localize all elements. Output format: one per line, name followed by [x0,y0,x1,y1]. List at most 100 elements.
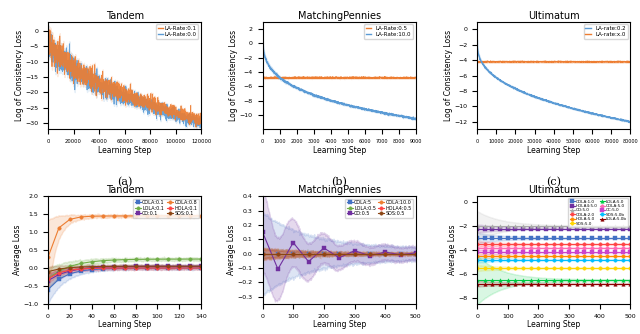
COLA:5.0 [596,246,604,250]
SOS:5.0 [504,266,511,270]
HOLA4:5.0 [488,226,496,230]
COLA:2.0 [565,242,573,246]
SOS:5.0 [542,266,550,270]
COLA:0.1 [154,266,161,270]
CO:5.0 [619,224,627,228]
LOLA:0.1 [121,258,129,262]
SOS:0.5 [397,252,404,256]
Line: COLA:10.0: COLA:10.0 [261,252,417,256]
HOLA4:5.0 [519,226,527,230]
COLA:0.1 [186,266,194,270]
LOLA:5.0 [573,278,580,282]
HOLA:0.1 [154,266,161,270]
COLA:5 [289,252,297,256]
Title: Ultimatum: Ultimatum [528,11,580,21]
LOLA:0.1 [110,258,118,262]
Line: COLA:0.8: COLA:0.8 [46,214,203,259]
HOLA4:0.5 [259,252,266,256]
CC:5.0 [573,250,580,255]
COLA:2.0 [488,242,496,246]
COLA:2.0 [580,242,588,246]
Line: CC:5.0: CC:5.0 [476,251,632,254]
COLA:0.1 [44,288,52,292]
CC:5.0 [488,250,496,255]
COLA:2.0 [557,242,565,246]
HOLA:5.0 [580,254,588,258]
COLA:1.0 [627,236,634,240]
CO:5.0 [534,224,542,228]
SOS:5.0 [557,266,565,270]
HOLA:0.1 [66,268,74,272]
COLA:1.0 [496,236,504,240]
CO:0.1 [110,265,118,269]
SOS:5.0 [580,266,588,270]
COLA:10.0 [259,252,266,256]
Legend: LA-Rate:0.5, LA-Rate:10.0: LA-Rate:0.5, LA-Rate:10.0 [364,24,413,39]
HOLA4:5.0 [534,226,542,230]
COLA:2.0 [596,242,604,246]
HOLA4:0.5 [351,252,358,256]
CC:5.0 [596,250,604,255]
HOLA4:5.0 [557,226,565,230]
LOLA:5.0 [481,278,489,282]
COLA:5 [351,252,358,256]
LOLA:5.0b [557,282,565,286]
SOS:0.5 [351,252,358,256]
Title: MatchingPennies: MatchingPennies [298,11,381,21]
SOS:5.0 [573,266,580,270]
COLA:5 [274,252,282,256]
COLA:5.0 [619,246,627,250]
COLA:0.1 [143,266,150,270]
X-axis label: Learning Step: Learning Step [527,146,580,155]
CO:0.1 [88,266,95,270]
HOLA4:5.0 [504,226,511,230]
CO:0.1 [186,264,194,268]
SOS:0.5 [259,252,266,256]
LOLA:0.1 [55,269,63,273]
COLA:5.0 [550,246,557,250]
HOLA:0.1 [77,267,84,271]
SOS:5.0b [580,258,588,262]
COLA:0.1 [110,267,118,271]
Line: COLA:1.0: COLA:1.0 [476,236,632,240]
COLA:2.0 [619,242,627,246]
COLA:5.0 [511,246,519,250]
COLA:10.0 [381,252,389,256]
LOLA:0.1 [164,257,172,261]
COLA:5.0 [534,246,542,250]
Line: LOLA:5.0b: LOLA:5.0b [476,282,632,285]
Y-axis label: Average Loss: Average Loss [227,225,236,275]
HOLA4:0.5 [335,252,343,256]
HOLA:5.0 [496,254,504,258]
LOLA:5.0b [504,282,511,286]
Line: COLA:5.0: COLA:5.0 [476,246,632,249]
X-axis label: Learning Step: Learning Step [98,146,151,155]
CC:5.0 [481,250,489,255]
HOLA:5.0 [527,254,534,258]
HOLA4:0.5 [397,252,404,256]
COLA:0.1 [197,266,205,270]
HOLA:0.1 [110,266,118,270]
CO:0.5 [335,256,343,260]
LOLA:0.1 [88,260,95,264]
CO:5.0 [557,224,565,228]
LOLA:5.0b [481,282,489,286]
CO:0.5 [274,267,282,271]
COLA:5 [381,252,389,256]
SOS:0.1 [88,265,95,269]
COLA:10.0 [305,252,312,256]
SOS:5.0 [550,266,557,270]
SOS:5.0b [511,258,519,262]
COLA:5.0 [481,246,489,250]
HOLA:0.1 [186,266,194,270]
SOS:5.0b [496,258,504,262]
HOLA4:5.0 [474,226,481,230]
HOLA4:5.0 [481,226,489,230]
LOLA:5.0b [580,282,588,286]
CO:0.1 [154,264,161,268]
CO:5.0 [481,224,489,228]
COLA:10.0 [274,252,282,256]
LOLA:5.0b [542,282,550,286]
SOS:0.5 [305,252,312,256]
LOLA:5.0 [519,278,527,282]
